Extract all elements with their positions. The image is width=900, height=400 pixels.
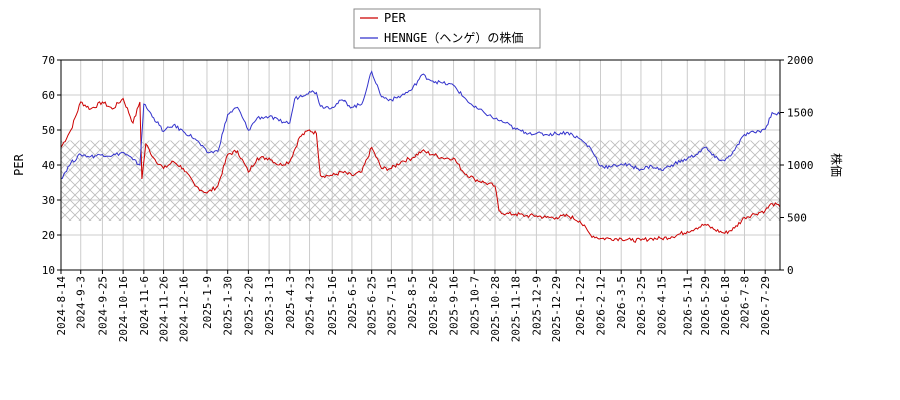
y-left-tick-label: 70: [42, 54, 55, 67]
legend-label-stock-price: HENNGE（ヘンゲ）の株価: [384, 30, 523, 45]
x-tick-label: 2025-7-15: [385, 276, 398, 336]
y-axis-right-title: 株価: [829, 153, 844, 177]
x-tick-label: 2025-3-13: [263, 276, 276, 336]
x-tick-label: 2025-5-16: [326, 276, 339, 336]
x-tick-label: 2025-10-7: [468, 276, 481, 336]
y-left-tick-label: 60: [42, 89, 55, 102]
x-tick-label: 2024-9-3: [75, 276, 88, 329]
y-left-tick-label: 20: [42, 229, 55, 242]
x-tick-label: 2025-8-5: [406, 276, 419, 329]
x-tick-label: 2026-7-8: [738, 276, 751, 329]
x-tick-label: 2025-1-9: [201, 276, 214, 329]
y-right-tick-label: 0: [787, 264, 794, 277]
x-tick-label: 2024-11-26: [158, 276, 171, 342]
x-tick-label: 2024-11-6: [138, 276, 151, 336]
axes: 10 20 30 40 50 60 70 0 500 1000 1500 2000 2024-8-14 2…: [42, 54, 814, 342]
x-tick-label: 2026-2-12: [594, 276, 607, 336]
x-tick-label: 2025-6-25: [366, 276, 379, 336]
x-tick-label: 2025-6-5: [346, 276, 359, 329]
x-tick-label: 2025-10-28: [489, 276, 502, 342]
y-left-tick-label: 30: [42, 194, 55, 207]
y-right-tick-label: 2000: [787, 54, 814, 67]
x-tick-label: 2026-3-25: [635, 276, 648, 336]
x-tick-label: 2026-4-15: [656, 276, 669, 336]
series-line-stock-price: [61, 70, 780, 180]
y-left-tick-label: 50: [42, 124, 55, 137]
x-tick-label: 2025-12-9: [530, 276, 543, 336]
x-tick-label: 2025-12-29: [550, 276, 563, 342]
legend-box: [353, 8, 541, 49]
x-tick-label: 2024-9-25: [96, 276, 109, 336]
y-right-tick-label: 1000: [787, 159, 814, 172]
y-right-tick-label: 1500: [787, 107, 814, 120]
x-tick-label: 2025-4-23: [304, 276, 317, 336]
series-lines: [61, 70, 780, 243]
x-tick-label: 2026-5-11: [681, 276, 694, 336]
x-tick-label: 2026-1-22: [574, 276, 587, 336]
x-tick-label: 2025-2-20: [242, 276, 255, 336]
x-tick-label: 2026-5-29: [699, 276, 712, 336]
x-tick-label: 2024-12-16: [177, 276, 190, 342]
x-tick-label: 2024-10-16: [117, 276, 130, 342]
y-right-tick-label: 500: [787, 212, 807, 225]
x-tick-label: 2024-8-14: [55, 276, 68, 336]
x-tick-label: 2026-3-5: [615, 276, 628, 329]
x-tick-label: 2025-8-26: [427, 276, 440, 336]
x-tick-label: 2025-11-18: [510, 276, 523, 342]
legend: PER HENNGE（ヘンゲ）の株価: [353, 8, 541, 49]
y-left-tick-label: 40: [42, 159, 55, 172]
x-tick-label: 2026-6-18: [719, 276, 732, 336]
x-tick-label: 2026-7-29: [759, 276, 772, 336]
legend-label-per: PER: [384, 11, 406, 25]
hatched-range-band: [61, 140, 780, 221]
y-left-tick-label: 10: [42, 264, 55, 277]
x-tick-label: 2025-9-16: [448, 276, 461, 336]
y-axis-left-title: PER: [12, 153, 26, 175]
series-line-per: [61, 97, 780, 243]
x-tick-label: 2025-1-30: [222, 276, 235, 336]
x-tick-label: 2025-4-3: [284, 276, 297, 329]
